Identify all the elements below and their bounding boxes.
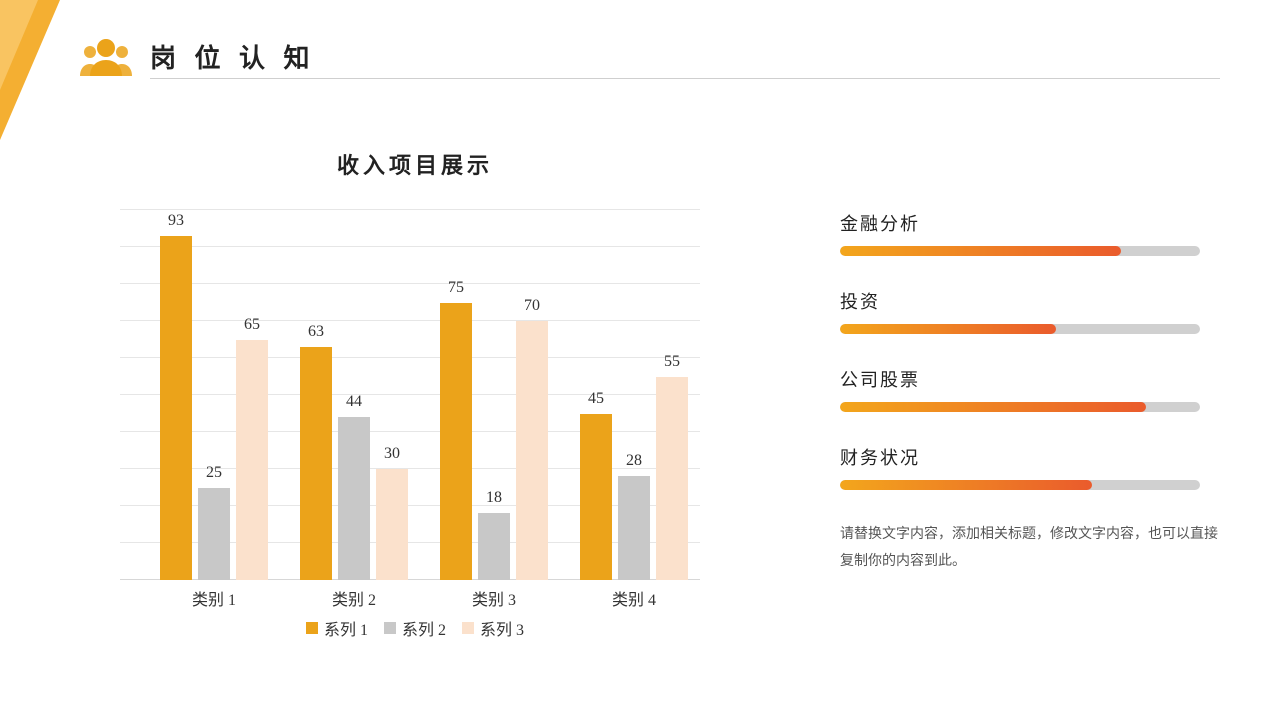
- legend-item: 系列 3: [462, 616, 524, 640]
- legend-swatch: [306, 622, 318, 634]
- legend-label: 系列 3: [480, 616, 524, 640]
- progress-item: 财务状况: [840, 444, 1220, 490]
- chart-bar: 45: [580, 414, 612, 581]
- chart-bar: 30: [376, 469, 408, 580]
- chart-legend: 系列 1 系列 2 系列 3: [110, 616, 720, 640]
- chart-bar: 25: [198, 488, 230, 581]
- progress-label: 投资: [840, 288, 1220, 314]
- chart-bar: 93: [160, 236, 192, 580]
- chart-bar: 70: [516, 321, 548, 580]
- progress-track: [840, 324, 1200, 334]
- progress-region: 金融分析投资公司股票财务状况 请替换文字内容，添加相关标题，修改文字内容，也可以…: [720, 120, 1220, 690]
- chart-bar-value: 65: [244, 316, 260, 334]
- chart-bar-value: 63: [308, 323, 324, 341]
- progress-label: 金融分析: [840, 210, 1220, 236]
- chart-region: 收入项目展示 932565634430751870452855 类别 1类别 2…: [110, 120, 720, 690]
- legend-label: 系列 1: [324, 616, 368, 640]
- progress-fill: [840, 480, 1092, 490]
- legend-item: 系列 1: [306, 616, 368, 640]
- chart-bar: 65: [236, 340, 268, 581]
- progress-track: [840, 480, 1200, 490]
- progress-track: [840, 246, 1200, 256]
- people-icon: [80, 36, 132, 76]
- legend-label: 系列 2: [402, 616, 446, 640]
- chart-bar-group: 634430: [300, 347, 408, 580]
- page-header: 岗 位 认 知: [80, 36, 1220, 76]
- page-title: 岗 位 认 知: [150, 38, 316, 75]
- chart-title: 收入项目展示: [110, 148, 720, 180]
- progress-item: 金融分析: [840, 210, 1220, 256]
- chart-bar-value: 70: [524, 297, 540, 315]
- chart-bar-value: 30: [384, 445, 400, 463]
- chart-bar: 75: [440, 303, 472, 581]
- chart-bar-value: 93: [168, 212, 184, 230]
- chart-x-label: 类别 1: [192, 586, 236, 610]
- progress-label: 公司股票: [840, 366, 1220, 392]
- chart-bar-value: 55: [664, 353, 680, 371]
- chart-bar: 28: [618, 476, 650, 580]
- chart-bar-group: 932565: [160, 236, 268, 580]
- chart-x-label: 类别 4: [612, 586, 656, 610]
- chart-plot-area: 932565634430751870452855: [120, 210, 700, 580]
- chart-bar: 18: [478, 513, 510, 580]
- legend-swatch: [384, 622, 396, 634]
- chart-bar-value: 75: [448, 279, 464, 297]
- chart-x-label: 类别 2: [332, 586, 376, 610]
- chart-bar: 55: [656, 377, 688, 581]
- chart-bar-group: 452855: [580, 377, 688, 581]
- progress-item: 公司股票: [840, 366, 1220, 412]
- progress-fill: [840, 324, 1056, 334]
- chart-x-label: 类别 3: [472, 586, 516, 610]
- chart-bar-value: 18: [486, 489, 502, 507]
- chart-bar: 44: [338, 417, 370, 580]
- chart-bar-value: 44: [346, 393, 362, 411]
- chart-bar: 63: [300, 347, 332, 580]
- progress-label: 财务状况: [840, 444, 1220, 470]
- progress-track: [840, 402, 1200, 412]
- chart-bar-value: 28: [626, 452, 642, 470]
- chart-bar-value: 45: [588, 390, 604, 408]
- chart-bar-value: 25: [206, 464, 222, 482]
- corner-accent-inner: [0, 0, 38, 90]
- header-divider: [150, 78, 1220, 79]
- note-text: 请替换文字内容，添加相关标题，修改文字内容，也可以直接复制你的内容到此。: [840, 522, 1220, 575]
- chart-bar-group: 751870: [440, 303, 548, 581]
- progress-item: 投资: [840, 288, 1220, 334]
- chart-x-labels: 类别 1类别 2类别 3类别 4: [120, 580, 700, 606]
- legend-swatch: [462, 622, 474, 634]
- progress-fill: [840, 402, 1146, 412]
- chart-gridline: [120, 209, 700, 210]
- progress-fill: [840, 246, 1121, 256]
- legend-item: 系列 2: [384, 616, 446, 640]
